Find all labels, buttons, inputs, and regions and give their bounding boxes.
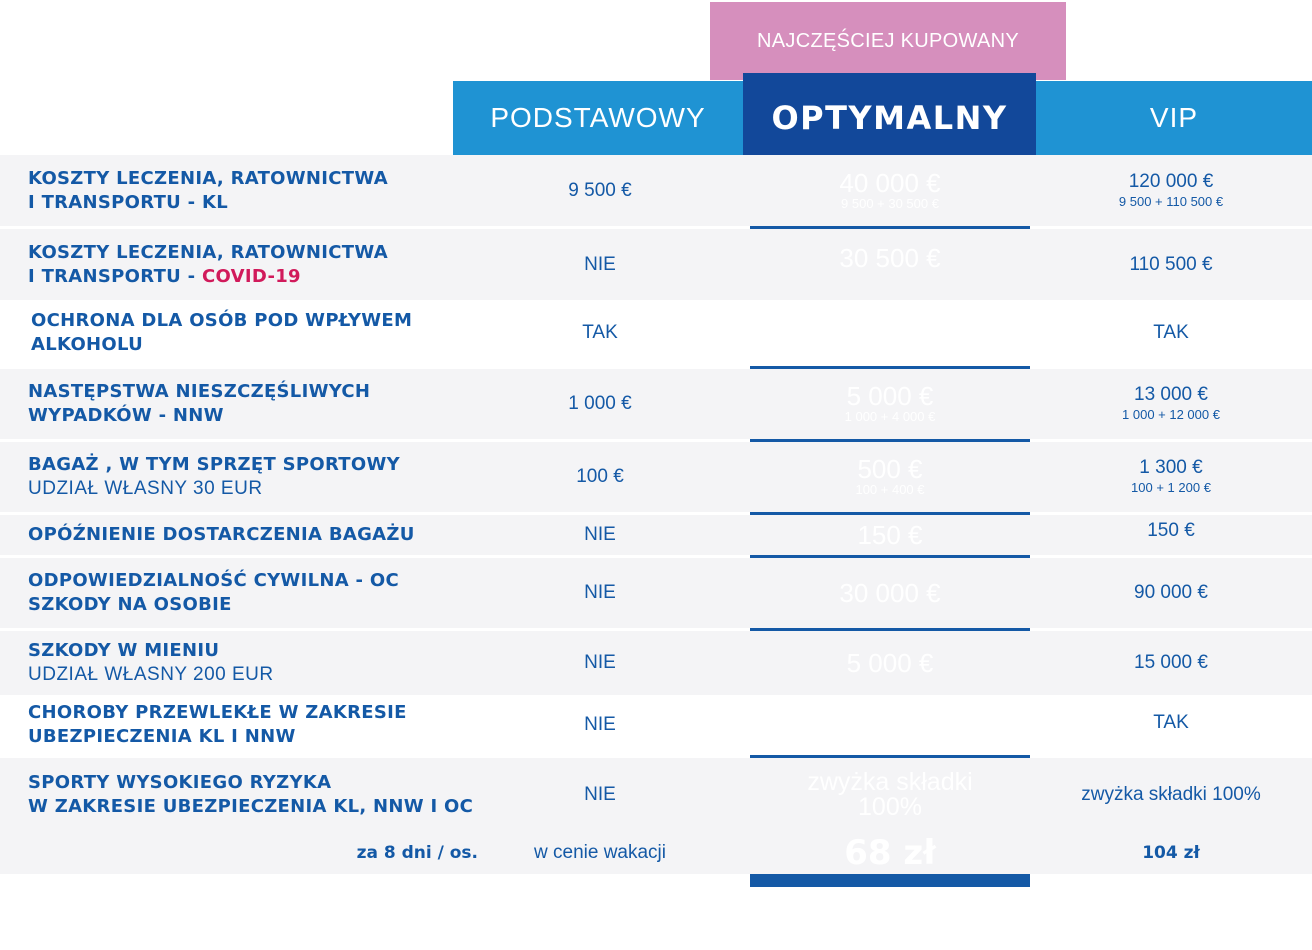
row-label: SPORTY WYSOKIEGO RYZYKA W ZAKRESIE UBEZP…: [28, 758, 498, 831]
plan-header-vip: VIP: [1036, 81, 1312, 155]
table-row: ODPOWIEDZIALNOŚĆ CYWILNA - OC SZKODY NA …: [0, 558, 1312, 628]
basic-value: NIE: [584, 253, 616, 275]
vip-amount: 13 000 €: [1134, 384, 1208, 405]
row-label: OPÓŹNIENIE DOSTARCZENIA BAGAŻU: [28, 515, 498, 555]
optimal-value: TAK: [865, 707, 915, 737]
row-label-line: UBEZPIECZENIA KL I NNW: [28, 726, 296, 747]
row-label-line: NASTĘPSTWA NIESZCZĘŚLIWYCH: [28, 381, 371, 402]
row-label-line: OPÓŹNIENIE DOSTARCZENIA BAGAŻU: [28, 524, 415, 545]
row-label-line: I TRANSPORTU - KL: [28, 191, 229, 213]
optimal-breakdown: 100 + 400 €: [855, 482, 925, 497]
basic-value: NIE: [584, 652, 616, 673]
basic-price: w cenie wakacji: [534, 841, 666, 863]
optimal-amount: 5 000 €: [846, 381, 934, 411]
most-bought-badge: NAJCZĘŚCIEJ KUPOWANY: [710, 2, 1066, 80]
basic-value: NIE: [584, 783, 616, 805]
basic-value: NIE: [584, 524, 616, 545]
optimal-amount-percent: 100%: [858, 792, 922, 821]
optimal-value: 30 000 €: [839, 578, 941, 608]
table-row: BAGAŻ , W TYM SPRZĘT SPORTOWY UDZIAŁ WŁA…: [0, 442, 1312, 512]
vip-amount: 1 300 €: [1139, 457, 1203, 478]
table-row: KOSZTY LECZENIA, RATOWNICTWA I TRANSPORT…: [0, 229, 1312, 300]
covid-highlight: COVID-19: [202, 265, 301, 287]
row-label: SZKODY W MIENIU UDZIAŁ WŁASNY 200 EUR: [28, 631, 498, 695]
optimal-amount: zwyżka składki: [807, 767, 973, 796]
row-label-line: BAGAŻ , W TYM SPRZĘT SPORTOWY: [28, 454, 400, 475]
vip-value: 1 300 € 100 + 1 200 €: [1030, 442, 1312, 512]
basic-value: TAK: [582, 322, 618, 343]
price-row-label: za 8 dni / os.: [356, 842, 478, 863]
table-row: CHOROBY PRZEWLEKŁE W ZAKRESIE UBEZPIECZE…: [0, 695, 1312, 755]
row-label-line: ODPOWIEDZIALNOŚĆ CYWILNA - OC: [28, 570, 399, 591]
row-label-line: OCHRONA DLA OSÓB POD WPŁYWEM: [31, 310, 413, 331]
optimal-value: 150 €: [857, 520, 923, 550]
basic-value: NIE: [584, 714, 616, 735]
basic-value: 100 €: [576, 466, 624, 487]
row-label: NASTĘPSTWA NIESZCZĘŚLIWYCH WYPADKÓW - NN…: [28, 369, 498, 439]
row-label: BAGAŻ , W TYM SPRZĘT SPORTOWY UDZIAŁ WŁA…: [28, 442, 498, 512]
table-row: OPÓŹNIENIE DOSTARCZENIA BAGAŻU NIE 150 €…: [0, 515, 1312, 555]
row-label-line: I TRANSPORTU - COVID-19: [28, 265, 498, 289]
basic-value: 9 500 €: [568, 179, 632, 201]
optimal-value: zwyżka składki 100%: [750, 758, 1030, 831]
optimal-amount: 30 500 €: [839, 243, 941, 273]
row-label-line: KOSZTY LECZENIA, RATOWNICTWA: [28, 167, 388, 189]
optimal-value: 40 000 € 9 500 + 30 500 €: [750, 155, 1030, 226]
row-label-line: SPORTY WYSOKIEGO RYZYKA: [28, 771, 332, 793]
vip-value: 15 000 €: [1134, 652, 1208, 673]
basic-value: NIE: [584, 582, 616, 603]
optimal-value: 500 € 100 + 400 €: [750, 442, 1030, 512]
table-row: SZKODY W MIENIU UDZIAŁ WŁASNY 200 EUR NI…: [0, 631, 1312, 695]
row-label-line: W ZAKRESIE UBEZPIECZENIA KL, NNW I OC: [28, 795, 474, 817]
table-row: KOSZTY LECZENIA, RATOWNICTWA I TRANSPORT…: [0, 155, 1312, 226]
optimal-price: 68 zł: [844, 832, 936, 873]
price-row: za 8 dni / os. w cenie wakacji 68 zł 104…: [0, 831, 1312, 874]
optimal-value: 5 000 €: [846, 648, 934, 678]
vip-value: TAK: [1153, 712, 1189, 733]
vip-breakdown: 1 000 + 12 000 €: [1122, 407, 1220, 422]
basic-value: 1 000 €: [568, 393, 632, 414]
row-label-text: I TRANSPORTU -: [28, 265, 203, 287]
table-row: NASTĘPSTWA NIESZCZĘŚLIWYCH WYPADKÓW - NN…: [0, 369, 1312, 439]
vip-price: 104 zł: [1142, 842, 1200, 863]
vip-breakdown: 100 + 1 200 €: [1131, 480, 1211, 495]
row-label: OCHRONA DLA OSÓB POD WPŁYWEM ALKOHOLU: [31, 300, 501, 366]
row-label-sub: UDZIAŁ WŁASNY 200 EUR: [28, 664, 274, 685]
table-row: OCHRONA DLA OSÓB POD WPŁYWEM ALKOHOLU TA…: [0, 300, 1312, 366]
vip-amount: 120 000 €: [1128, 170, 1214, 192]
row-label-line: SZKODY W MIENIU: [28, 640, 220, 661]
optimal-amount: 40 000 €: [839, 167, 941, 198]
optimal-amount: 500 €: [857, 454, 923, 484]
row-label-line: SZKODY NA OSOBIE: [28, 594, 232, 615]
row-label: ODPOWIEDZIALNOŚĆ CYWILNA - OC SZKODY NA …: [28, 558, 498, 628]
plan-header-optimal: OPTYMALNY: [743, 73, 1036, 162]
vip-value: 120 000 € 9 500 + 110 500 €: [1030, 155, 1312, 226]
vip-value: 90 000 €: [1134, 582, 1208, 603]
plan-header-basic: PODSTAWOWY: [453, 81, 743, 155]
vip-value: 150 €: [1147, 520, 1195, 541]
row-label: KOSZTY LECZENIA, RATOWNICTWA I TRANSPORT…: [28, 229, 498, 300]
vip-value: 110 500 €: [1129, 253, 1213, 275]
vip-breakdown: 9 500 + 110 500 €: [1118, 193, 1224, 209]
optimal-breakdown: 9 500 + 30 500 €: [841, 195, 939, 211]
row-label-sub: UDZIAŁ WŁASNY 30 EUR: [28, 478, 263, 499]
row-label-line: CHOROBY PRZEWLEKŁE W ZAKRESIE: [28, 702, 407, 723]
row-label: CHOROBY PRZEWLEKŁE W ZAKRESIE UBEZPIECZE…: [28, 695, 498, 755]
optimal-value: TAK: [865, 318, 915, 348]
row-label-line: KOSZTY LECZENIA, RATOWNICTWA: [28, 241, 388, 263]
row-label-line: ALKOHOLU: [31, 334, 144, 355]
vip-value: 13 000 € 1 000 + 12 000 €: [1030, 369, 1312, 439]
optimal-breakdown: 1 000 + 4 000 €: [844, 409, 936, 424]
vip-value: zwyżka składki 100%: [1081, 783, 1261, 805]
optimal-value: 5 000 € 1 000 + 4 000 €: [750, 369, 1030, 439]
table-row: SPORTY WYSOKIEGO RYZYKA W ZAKRESIE UBEZP…: [0, 758, 1312, 831]
row-label-line: WYPADKÓW - NNW: [28, 405, 224, 426]
row-label: KOSZTY LECZENIA, RATOWNICTWA I TRANSPORT…: [28, 155, 498, 226]
vip-value: TAK: [1153, 322, 1189, 343]
optimal-value: 30 500 €: [750, 229, 1030, 300]
